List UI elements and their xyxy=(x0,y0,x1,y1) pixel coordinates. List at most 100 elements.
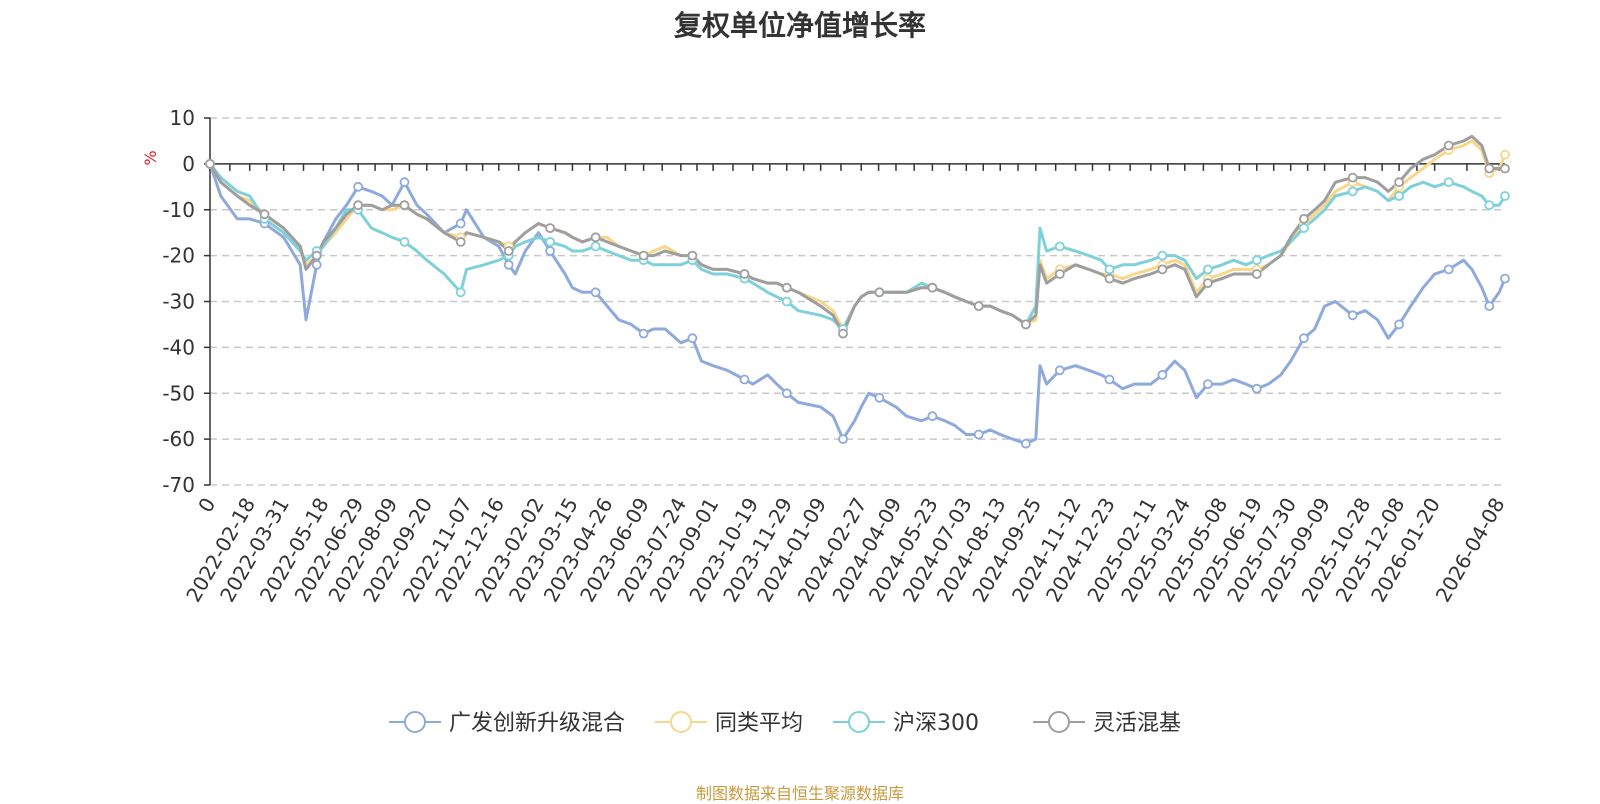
data-point xyxy=(1203,264,1213,275)
data-point xyxy=(781,282,792,293)
y-tick-label: -40 xyxy=(162,335,195,359)
y-tick-label: 10 xyxy=(170,106,195,130)
data-point xyxy=(1251,255,1262,266)
data-point xyxy=(311,259,322,270)
data-point xyxy=(739,374,750,385)
y-tick-label: -60 xyxy=(162,427,195,451)
data-point xyxy=(1021,438,1031,449)
legend-swatch-circle xyxy=(670,711,692,733)
data-point xyxy=(1484,163,1495,174)
data-point xyxy=(353,181,364,192)
data-point xyxy=(1500,273,1510,284)
data-point xyxy=(1104,264,1115,275)
data-point xyxy=(590,287,601,298)
data-point xyxy=(781,296,792,307)
data-point xyxy=(503,259,514,270)
data-point xyxy=(399,200,410,211)
data-point xyxy=(1104,273,1115,284)
legend-swatch-circle xyxy=(404,711,426,733)
data-point xyxy=(687,250,698,261)
data-point xyxy=(1054,365,1065,376)
data-point xyxy=(739,269,750,279)
data-point xyxy=(781,388,792,399)
axes: 100-10-20-30-40-50-60-70%02022-02-182022… xyxy=(141,106,1510,606)
x-tick-label: 2026-04-08 xyxy=(1431,494,1510,607)
legend-swatch-circle xyxy=(848,711,870,733)
data-point xyxy=(1054,241,1065,252)
data-point xyxy=(1443,140,1454,151)
y-tick-label: -70 xyxy=(162,473,195,497)
data-point xyxy=(259,209,270,220)
y-tick-label: -10 xyxy=(162,198,195,222)
data-point xyxy=(1394,177,1404,188)
data-point xyxy=(638,250,649,261)
data-point xyxy=(1203,379,1213,390)
data-point xyxy=(1347,172,1358,183)
data-point xyxy=(1347,186,1358,197)
data-point xyxy=(455,287,466,298)
data-point xyxy=(874,287,885,298)
data-point xyxy=(1299,213,1309,224)
data-point xyxy=(1299,333,1309,344)
data-point xyxy=(874,392,885,403)
data-point xyxy=(687,333,698,344)
data-point xyxy=(1443,264,1454,275)
data-point xyxy=(590,241,601,252)
data-point xyxy=(1157,250,1168,261)
data-point xyxy=(545,236,555,247)
data-source-note: 制图数据来自恒生聚源数据库 xyxy=(695,784,904,803)
data-point xyxy=(1443,177,1454,188)
data-point xyxy=(1203,278,1213,289)
legend-label: 同类平均 xyxy=(715,711,803,736)
data-point xyxy=(973,301,984,312)
data-point xyxy=(1394,191,1404,201)
data-point xyxy=(399,177,410,188)
y-axis-unit: % xyxy=(141,150,160,165)
data-point xyxy=(638,328,649,339)
series-markers xyxy=(205,140,1510,449)
data-point xyxy=(545,246,555,256)
data-point xyxy=(590,232,601,243)
data-point xyxy=(311,250,322,261)
legend-label: 沪深300 xyxy=(893,711,979,736)
data-point xyxy=(1500,191,1510,201)
data-point xyxy=(1347,310,1358,321)
data-point xyxy=(1157,264,1168,275)
legend-label: 灵活混基 xyxy=(1093,711,1181,736)
legend-item[interactable]: 灵活混基 xyxy=(1033,711,1181,736)
legend-label: 广发创新升级混合 xyxy=(449,711,625,736)
y-tick-label: -50 xyxy=(162,381,195,405)
y-tick-label: -20 xyxy=(162,244,195,268)
data-point xyxy=(455,236,466,247)
data-point xyxy=(1500,163,1510,174)
y-tick-label: -30 xyxy=(162,290,195,314)
data-point xyxy=(1484,301,1495,312)
legend-swatch-circle xyxy=(1048,711,1070,733)
data-point xyxy=(1251,383,1262,394)
data-point xyxy=(1500,149,1510,160)
series-line xyxy=(208,163,1507,446)
data-point xyxy=(1484,200,1495,211)
legend-item[interactable]: 广发创新升级混合 xyxy=(389,711,625,736)
chart-title: 复权单位净值增长率 xyxy=(673,9,926,42)
legend-item[interactable]: 同类平均 xyxy=(655,711,803,736)
data-point xyxy=(503,246,514,256)
data-point xyxy=(1157,369,1168,380)
data-point xyxy=(1299,223,1309,234)
data-point xyxy=(353,200,364,211)
data-point xyxy=(973,429,984,440)
data-point xyxy=(838,328,848,339)
data-point xyxy=(1021,319,1031,330)
data-point xyxy=(927,282,938,293)
data-point xyxy=(455,218,466,229)
series-line xyxy=(208,134,1505,336)
data-point xyxy=(545,223,555,234)
legend-item[interactable]: 沪深300 xyxy=(833,711,979,736)
data-point xyxy=(1394,319,1404,330)
data-point xyxy=(1251,269,1262,279)
data-point xyxy=(399,236,410,247)
legend: 广发创新升级混合 同类平均 沪深300 灵活混基 xyxy=(389,711,1181,736)
x-tick-label: 0 xyxy=(193,494,220,517)
data-point xyxy=(927,411,938,422)
